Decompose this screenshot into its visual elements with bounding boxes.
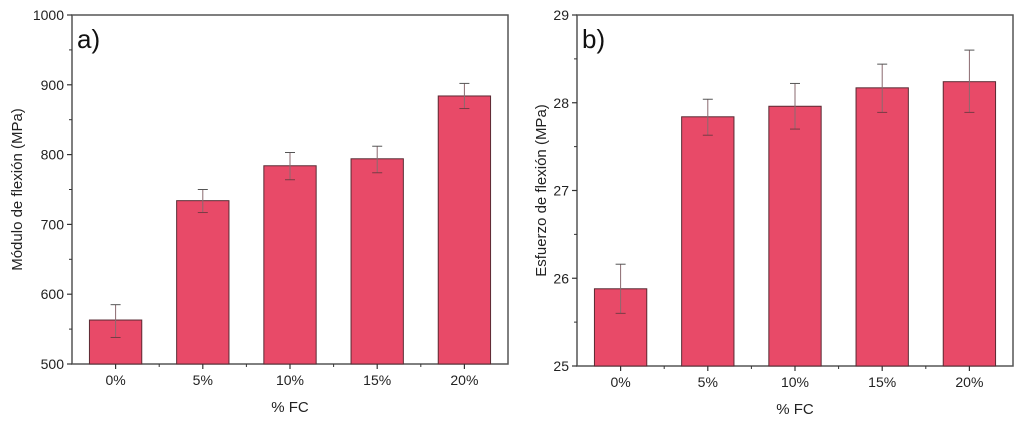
x-tick-label: 20% — [450, 372, 478, 388]
panel-label: a) — [77, 24, 100, 54]
x-tick-label: 0% — [610, 374, 630, 390]
y-tick-label: 29 — [553, 7, 569, 23]
x-tick-label: 5% — [698, 374, 718, 390]
bar-20pct — [437, 95, 492, 365]
x-axis-title: % FC — [271, 399, 309, 416]
y-tick-label: 26 — [553, 270, 569, 286]
y-tick-label: 900 — [41, 77, 65, 93]
x-tick-label: 5% — [193, 372, 213, 388]
y-tick-label: 800 — [41, 147, 65, 163]
y-tick-label: 500 — [41, 356, 65, 372]
chart-panel-a: 500 600 700 800 900 1000 0% 5% 10% 15% 20% % FC Módu… — [9, 7, 509, 416]
bar-15pct — [350, 158, 404, 365]
bar-5pct — [681, 116, 735, 367]
bar-5pct — [176, 200, 230, 365]
x-tick-label: 10% — [781, 374, 809, 390]
bar-10pct — [768, 105, 822, 367]
x-tick-label: 10% — [276, 372, 304, 388]
x-tick-label: 20% — [955, 374, 983, 390]
x-tick-label: 0% — [105, 372, 125, 388]
x-tick-label: 15% — [363, 372, 391, 388]
y-axis-title: Esfuerzo de flexión (MPa) — [533, 104, 550, 277]
y-tick-label: 600 — [41, 286, 65, 302]
x-tick-label: 15% — [868, 374, 896, 390]
bar-10pct — [263, 165, 317, 365]
x-axis-title: % FC — [776, 401, 814, 418]
panel-label: b) — [582, 24, 605, 54]
bar-20pct — [942, 81, 997, 367]
y-tick-label: 700 — [41, 216, 65, 232]
chart-panel-b: 25 26 27 28 29 0% 5% 10% 15% 20% % FC Esfuerzo de f… — [533, 7, 1014, 418]
y-axis-title: Módulo de flexión (MPa) — [9, 108, 26, 271]
bar-15pct — [855, 87, 909, 367]
y-tick-label: 28 — [553, 95, 569, 111]
y-tick-label: 25 — [553, 358, 569, 374]
y-tick-label: 27 — [553, 183, 569, 199]
y-tick-label: 1000 — [33, 7, 64, 23]
